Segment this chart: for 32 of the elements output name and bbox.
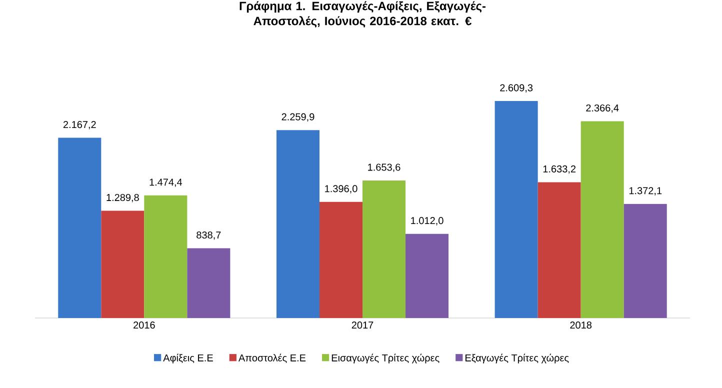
bar [319,202,363,318]
bar [494,101,538,318]
legend-label: Εξαγωγές Τρίτες χώρες [466,354,569,364]
data-label: 2.167,2 [63,121,96,130]
data-label: 1.633,2 [543,165,576,174]
x-tick-label: 2017 [352,322,374,329]
bar [101,210,144,318]
data-label: 2.259,9 [282,113,314,122]
bar [187,248,230,318]
bar [406,234,449,318]
x-tick-label: 2016 [134,322,155,329]
data-label: 1.012,0 [411,217,444,226]
bar [538,182,581,318]
legend-label: Αποστολές Ε.Ε [238,354,306,364]
chart-title: Γράφημα 1. Εισαγωγές-Αφίξεις, Εξαγωγές-Αποστολές, Ιούνιος 2016-2018 εκατ. € [240,1,486,28]
legend-label: Αφίξεις Ε.Ε [163,354,213,364]
data-label: 1.474,4 [150,178,182,187]
data-label: 838,7 [196,231,221,240]
x-tick-label: 2018 [570,322,592,329]
data-label: 1.372,1 [629,187,662,196]
bar [624,204,667,318]
data-label: 1.396,0 [325,185,358,194]
bar [362,180,406,318]
legend-label: Εισαγωγές Τρίτες χώρες [332,354,440,364]
data-label: 1.289,8 [106,194,139,202]
bar [58,138,102,318]
bar [144,195,188,318]
bar [276,130,320,318]
data-label: 2.366,4 [586,104,619,113]
data-label: 2.609,3 [500,84,533,93]
data-label: 1.653,6 [368,164,400,172]
bar [580,121,624,318]
